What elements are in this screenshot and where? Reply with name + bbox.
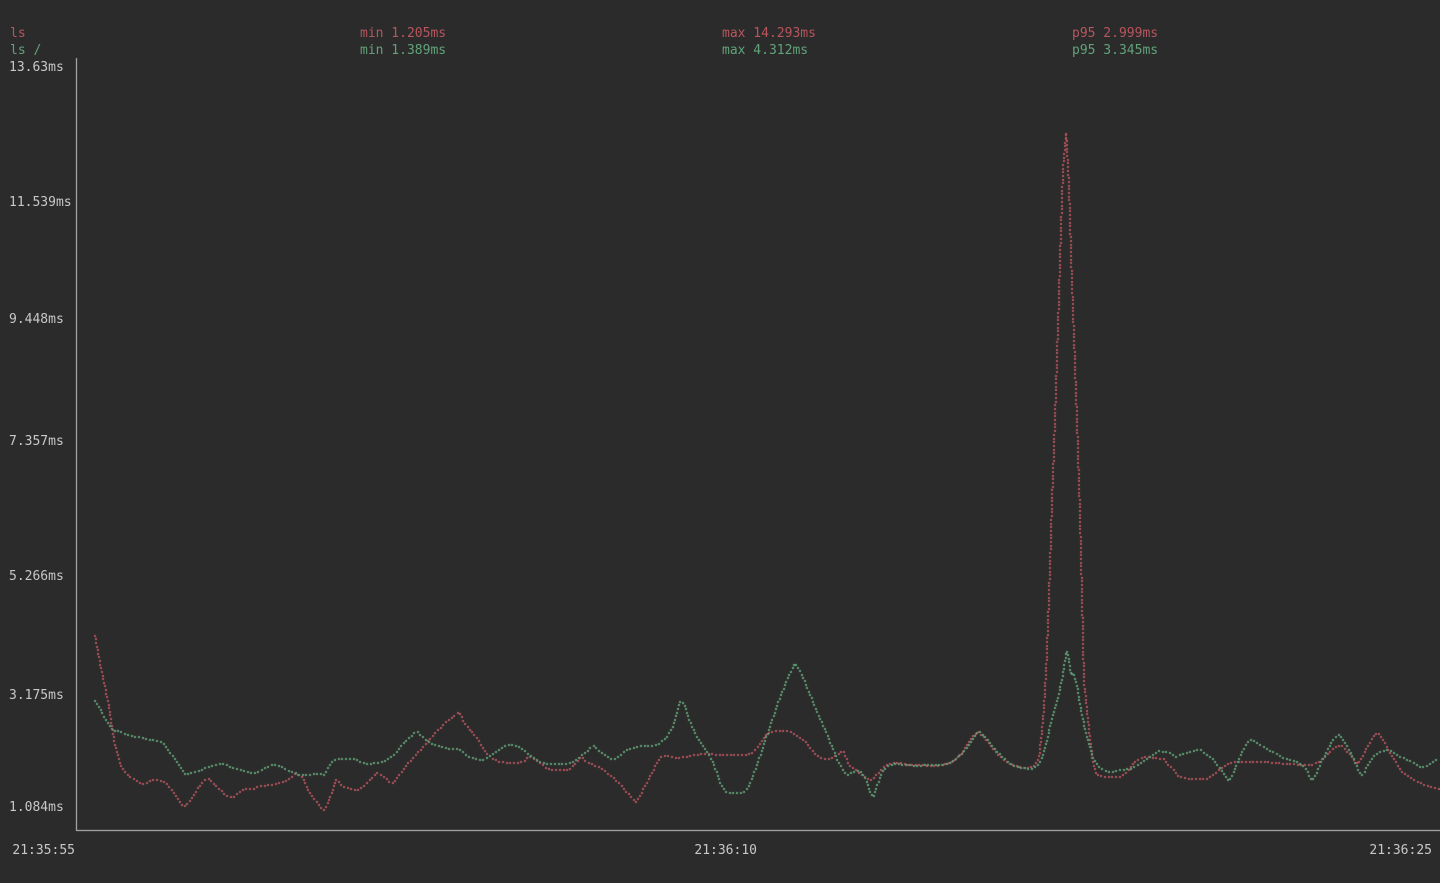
x-tick-1: 21:36:10 [694,843,757,858]
y-tick-3: 7.357ms [9,434,64,449]
x-tick-2: 21:36:25 [1369,843,1432,858]
series-ls-slash-p95: p95 3.345ms [1072,43,1159,58]
y-tick-6: 1.084ms [9,800,64,815]
series-ls-min: min 1.205ms [360,26,447,41]
series-ls-p95: p95 2.999ms [1072,26,1159,41]
x-tick-0: 21:35:55 [12,843,75,858]
y-tick-0: 13.63ms [9,60,64,75]
series-ls-slash-max: max 4.312ms [722,43,809,58]
series-ls-slash-min: min 1.389ms [360,43,447,58]
series-ls-max: max 14.293ms [722,26,816,41]
series-ls-label: ls [10,26,26,41]
y-tick-1: 11.539ms [9,195,72,210]
y-tick-4: 5.266ms [9,569,64,584]
series-ls-slash-label: ls / [10,43,42,58]
y-tick-5: 3.175ms [9,688,64,703]
y-tick-2: 9.448ms [9,312,64,327]
